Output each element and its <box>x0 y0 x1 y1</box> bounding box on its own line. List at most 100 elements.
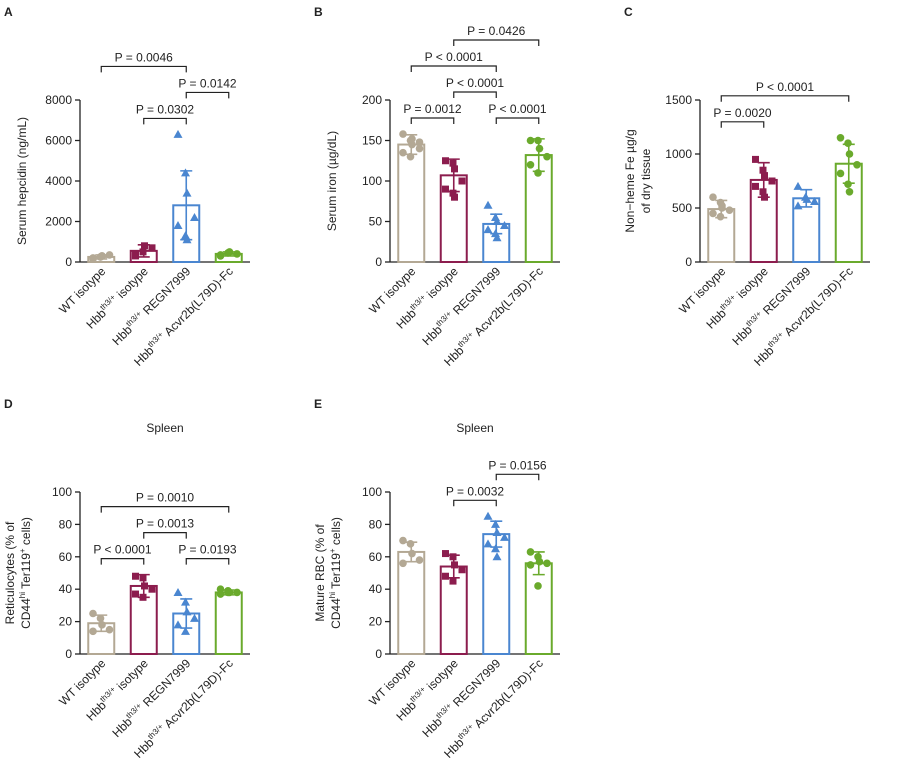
data-point <box>451 193 458 201</box>
data-point <box>709 209 717 218</box>
data-point <box>458 566 466 574</box>
y-axis-label: CD44hi Ter119+ cells) <box>18 517 33 629</box>
error-bar <box>180 170 193 241</box>
data-point <box>132 590 139 598</box>
error-bar <box>95 254 108 260</box>
y-tick-label: 80 <box>369 517 383 531</box>
data-point <box>752 155 759 163</box>
y-tick-label: 0 <box>685 255 692 269</box>
p-value-label: P < 0.0001 <box>93 543 151 557</box>
bar <box>792 197 821 263</box>
panel-title: Spleen <box>456 421 493 435</box>
text-part: Serum hepcidin (ng/mL) <box>15 117 29 245</box>
significance-bracket <box>720 121 765 128</box>
panel: D Spleen Reticulocytes (% of CD44hi Ter119+… <box>3 397 250 761</box>
panel-label: B <box>314 5 323 19</box>
data-point <box>526 548 535 556</box>
data-point <box>399 536 407 545</box>
text-part: CD44 <box>19 598 33 629</box>
data-point <box>89 627 97 636</box>
data-point <box>752 182 759 190</box>
y-axis-label: Serum iron (µg/dL) <box>325 131 339 231</box>
y-axis-label: of dry tissue <box>639 148 653 213</box>
p-value-label: P = 0.0302 <box>136 102 194 116</box>
bar <box>397 550 426 655</box>
data-point <box>543 559 551 568</box>
data-point <box>526 161 535 169</box>
error-bar <box>95 614 108 633</box>
p-value-label: P = 0.0020 <box>713 106 771 120</box>
text-part: Reticulocytes (% of <box>3 521 17 624</box>
data-point <box>449 189 457 197</box>
y-tick-label: 100 <box>362 485 382 499</box>
data-point <box>181 626 190 635</box>
panel-title: Spleen <box>146 421 183 435</box>
data-point <box>810 197 819 206</box>
panel: E Spleen Mature RBC (% of CD44hi Ter119+ ce… <box>313 397 560 761</box>
text-part: isotype <box>422 264 461 303</box>
data-point <box>449 577 457 585</box>
error-bar <box>532 138 545 173</box>
data-point <box>845 188 854 196</box>
error-bar <box>222 251 235 257</box>
significance-bracket <box>495 117 540 125</box>
p-value-label: P < 0.0001 <box>488 102 546 116</box>
p-value-label: P = 0.0426 <box>467 24 525 38</box>
text-part: Non−heme Fe µg/g <box>623 129 637 232</box>
data-point <box>483 225 493 234</box>
data-point <box>132 250 139 258</box>
bar <box>524 562 553 655</box>
data-point <box>526 561 535 569</box>
superscript: hi <box>328 592 337 598</box>
y-tick-label: 6000 <box>45 134 72 148</box>
significance-bracket <box>453 39 540 47</box>
data-point <box>105 251 114 259</box>
y-tick-label: 1000 <box>665 147 692 161</box>
error-bar <box>490 213 503 235</box>
data-point <box>483 200 493 209</box>
data-point <box>415 144 424 153</box>
y-axis-label: Serum hepcidin (ng/mL) <box>15 117 29 245</box>
p-value-label: P = 0.0010 <box>136 491 194 505</box>
data-point <box>844 139 852 147</box>
significance-bracket <box>143 117 187 125</box>
error-bar <box>447 158 460 193</box>
y-tick-label: 0 <box>375 255 382 269</box>
data-point <box>216 590 225 598</box>
data-point <box>399 148 407 157</box>
error-bar <box>490 520 503 548</box>
data-point <box>442 572 449 580</box>
data-point <box>148 244 156 252</box>
significance-bracket <box>410 65 497 73</box>
y-tick-label: 50 <box>369 215 383 229</box>
data-point <box>768 177 776 185</box>
significance-bracket <box>720 95 850 102</box>
data-point <box>500 221 509 230</box>
data-point <box>526 136 535 145</box>
error-bar <box>447 554 460 579</box>
y-axis-label: CD44hi Ter119+ cells) <box>328 517 343 629</box>
bar <box>707 208 736 263</box>
panel-label: E <box>314 397 322 411</box>
p-value-label: P = 0.0193 <box>178 543 236 557</box>
data-point <box>725 206 734 214</box>
error-bar <box>715 199 728 219</box>
data-point <box>793 181 803 190</box>
y-axis-label: Reticulocytes (% of <box>3 521 17 624</box>
error-bar <box>800 188 813 208</box>
y-tick-label: 80 <box>59 517 73 531</box>
p-value-label: P = 0.0032 <box>446 484 504 498</box>
data-point <box>399 559 407 568</box>
error-bar <box>842 143 855 184</box>
y-tick-label: 0 <box>65 255 72 269</box>
data-point <box>709 193 717 201</box>
error-bar <box>757 161 770 198</box>
data-point <box>233 588 241 597</box>
data-point <box>836 169 845 178</box>
data-point <box>442 185 449 193</box>
x-tick-label: Hbbth3/+ REGN7999 <box>419 263 504 348</box>
data-point <box>173 620 183 629</box>
error-bar <box>405 541 418 563</box>
y-tick-label: 60 <box>59 550 73 564</box>
